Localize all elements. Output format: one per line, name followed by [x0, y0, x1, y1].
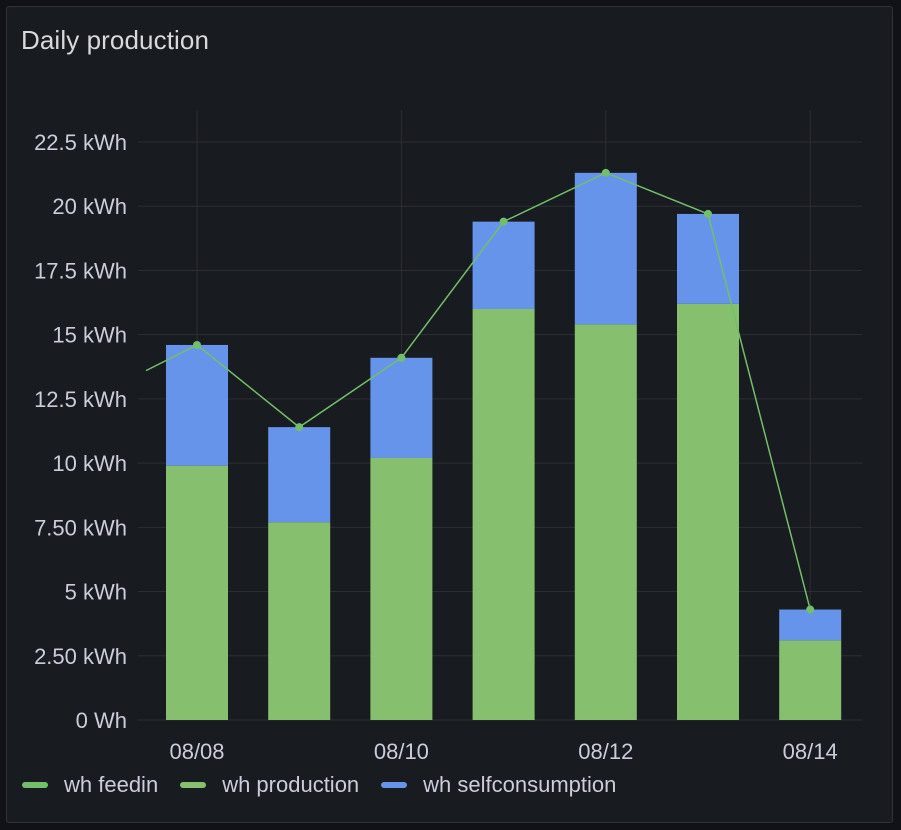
legend-label: wh feedin	[64, 772, 159, 797]
point-feedin[interactable]	[193, 340, 201, 349]
y-tick-label: 20 kWh	[52, 194, 127, 219]
point-feedin[interactable]	[704, 209, 712, 218]
panel-title: Daily production	[21, 25, 210, 55]
bar-selfconsumption[interactable]	[370, 357, 433, 458]
line-feedin	[145, 172, 811, 610]
legend-label: wh selfconsumption	[423, 772, 617, 797]
x-tick-label: 08/12	[578, 739, 633, 764]
x-axis: 08/08 08/10 08/12 08/14	[169, 739, 837, 764]
x-tick-label: 08/08	[169, 739, 224, 764]
y-tick-label: 0 Wh	[76, 708, 127, 733]
legend-item[interactable]: wh production	[180, 772, 359, 798]
bar-selfconsumption[interactable]	[472, 221, 535, 309]
point-feedin[interactable]	[499, 217, 508, 226]
bar-selfconsumption[interactable]	[574, 172, 637, 325]
y-tick-label: 15 kWh	[52, 323, 127, 348]
legend-label: wh production	[222, 772, 360, 797]
y-axis: 0 Wh 2.50 kWh 5 kWh 7.50 kWh 10 kWh 12.5 kWh 1…	[34, 130, 127, 733]
bar-production[interactable]	[166, 465, 228, 720]
point-feedin[interactable]	[806, 605, 815, 614]
bar-selfconsumption[interactable]	[268, 427, 331, 523]
bar-production[interactable]	[268, 522, 331, 720]
x-tick-label: 08/14	[783, 739, 838, 764]
y-tick-label: 22.5 kWh	[34, 130, 127, 155]
bar-selfconsumption[interactable]	[677, 213, 739, 304]
y-tick-label: 12.5 kWh	[34, 387, 127, 412]
legend: wh feedin wh production wh selfconsumption	[22, 772, 616, 798]
y-tick-label: 10 kWh	[52, 451, 127, 476]
legend-swatch	[381, 782, 408, 788]
point-feedin[interactable]	[397, 353, 406, 362]
y-tick-label: 17.5 kWh	[34, 258, 127, 283]
bar-selfconsumption[interactable]	[166, 344, 228, 466]
point-feedin[interactable]	[601, 168, 610, 177]
bar-production[interactable]	[779, 640, 842, 720]
y-tick-label: 7.50 kWh	[34, 515, 127, 540]
bar-production[interactable]	[677, 303, 739, 720]
y-tick-label: 5 kWh	[65, 580, 127, 605]
legend-item[interactable]: wh feedin	[22, 772, 158, 798]
legend-swatch	[180, 782, 207, 788]
bars	[166, 172, 842, 720]
legend-item[interactable]: wh selfconsumption	[381, 772, 616, 798]
y-tick-label: 2.50 kWh	[34, 644, 127, 669]
feedin-line	[145, 168, 815, 614]
bar-production[interactable]	[370, 457, 433, 720]
bar-production[interactable]	[574, 324, 637, 720]
x-tick-label: 08/10	[374, 739, 429, 764]
bar-production[interactable]	[472, 308, 535, 720]
legend-swatch	[22, 782, 48, 788]
point-feedin[interactable]	[295, 423, 304, 432]
bar-selfconsumption[interactable]	[779, 609, 842, 641]
